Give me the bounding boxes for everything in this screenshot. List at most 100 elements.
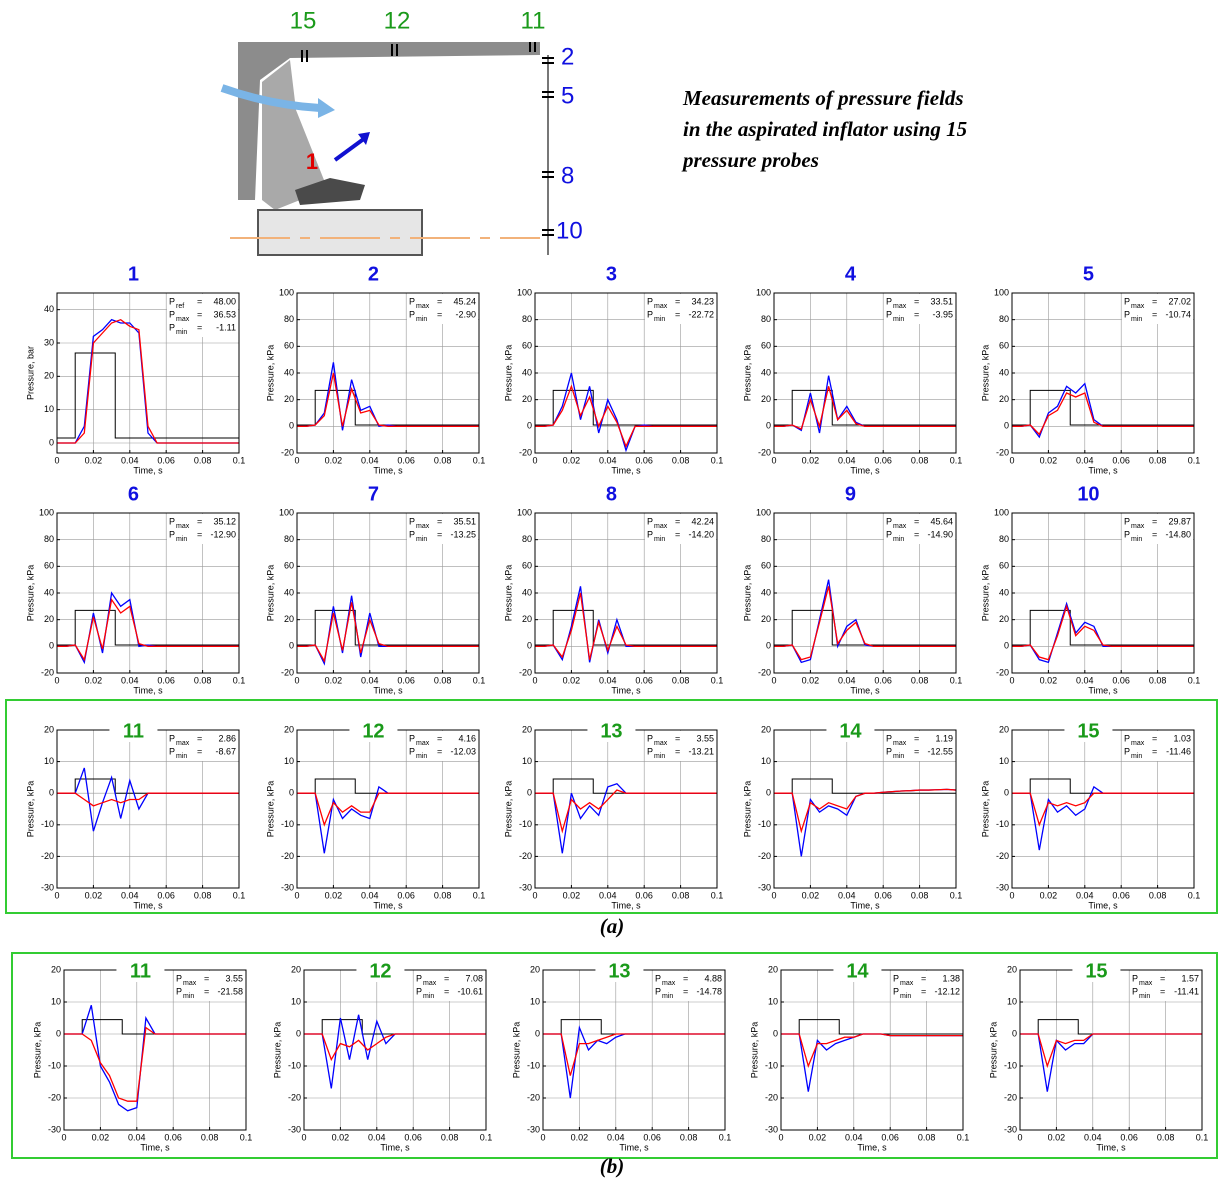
y-axis-label: Pressure, kPa xyxy=(272,1022,282,1079)
y-tick-label: -10 xyxy=(281,819,294,829)
y-tick-label: 20 xyxy=(284,614,294,624)
x-tick-label: 0.08 xyxy=(434,675,452,685)
x-axis-label: Time, s xyxy=(133,685,163,695)
stat-symbol: P xyxy=(409,296,415,306)
x-tick-label: 0.1 xyxy=(473,890,486,900)
stat-sign: = xyxy=(1160,986,1165,996)
y-tick-label: 0 xyxy=(289,788,294,798)
x-tick-label: 0 xyxy=(54,455,59,465)
stat-symbol: P xyxy=(169,322,175,332)
y-tick-label: -10 xyxy=(1004,1060,1017,1070)
y-tick-label: -20 xyxy=(758,447,771,457)
x-axis-label: Time, s xyxy=(1096,1142,1126,1152)
x-tick-label: 0.04 xyxy=(361,890,379,900)
x-axis-label: Time, s xyxy=(373,685,403,695)
stat-symbol: P xyxy=(1124,746,1130,756)
stat-symbol: P xyxy=(416,986,422,996)
y-tick-label: -20 xyxy=(996,851,1009,861)
x-tick-label: 0.06 xyxy=(404,1132,422,1142)
stat-sign: = xyxy=(914,296,919,306)
y-tick-label: -20 xyxy=(765,1092,778,1102)
x-tick-label: 0.04 xyxy=(1084,1132,1102,1142)
stat-subscript: max xyxy=(1131,303,1145,310)
probe-label: 8 xyxy=(561,162,574,189)
x-axis-label: Time, s xyxy=(1088,900,1118,910)
stat-sign: = xyxy=(921,986,926,996)
stat-value: 2.86 xyxy=(218,733,236,743)
x-axis-label: Time, s xyxy=(850,685,880,695)
stat-value: 4.88 xyxy=(704,973,722,983)
stat-value: -12.03 xyxy=(450,746,476,756)
stat-subscript: min xyxy=(893,536,904,543)
y-axis-label: Pressure, kPa xyxy=(503,781,513,838)
y-tick-label: -20 xyxy=(527,1092,540,1102)
x-axis-label: Time, s xyxy=(380,1142,410,1152)
x-tick-label: 0.08 xyxy=(1149,675,1167,685)
y-axis-label: Pressure, kPa xyxy=(503,565,513,622)
stat-symbol: P xyxy=(169,529,175,539)
x-tick-label: 0.02 xyxy=(325,675,343,685)
y-tick-label: 80 xyxy=(999,534,1009,544)
stat-subscript: min xyxy=(1139,993,1150,1000)
probe-label: 11 xyxy=(521,7,546,34)
stat-subscript: max xyxy=(654,523,668,530)
x-tick-label: 0.06 xyxy=(1120,1132,1138,1142)
y-axis-label: Pressure, kPa xyxy=(511,1022,521,1079)
stat-value: -14.78 xyxy=(696,986,722,996)
stat-value: -11.41 xyxy=(1174,986,1199,996)
x-axis-label: Time, s xyxy=(850,900,880,910)
x-axis-label: Time, s xyxy=(373,465,403,475)
y-tick-label: 40 xyxy=(999,367,1009,377)
stat-value: 1.38 xyxy=(942,973,960,983)
stat-sign: = xyxy=(197,529,202,539)
stat-value: -11.46 xyxy=(1166,746,1191,756)
stat-subscript: min xyxy=(416,753,427,760)
stat-sign: = xyxy=(1160,973,1165,983)
y-tick-label: 60 xyxy=(761,341,771,351)
y-axis-label: Pressure, kPa xyxy=(32,1022,42,1079)
y-tick-label: 40 xyxy=(761,367,771,377)
y-tick-label: 0 xyxy=(296,1028,301,1038)
stat-sign: = xyxy=(1152,516,1157,526)
stat-subscript: min xyxy=(176,536,187,543)
stat-value: -21.58 xyxy=(217,986,243,996)
x-tick-label: 0.02 xyxy=(1040,890,1058,900)
y-tick-label: -20 xyxy=(48,1092,61,1102)
y-tick-label: 80 xyxy=(522,534,532,544)
x-tick-label: 0.02 xyxy=(325,455,343,465)
chart-title: 13 xyxy=(608,960,630,982)
x-tick-label: 0 xyxy=(301,1132,306,1142)
stat-sign: = xyxy=(914,746,919,756)
x-axis-label: Time, s xyxy=(611,685,641,695)
y-tick-label: 40 xyxy=(284,587,294,597)
x-tick-label: 0.06 xyxy=(635,675,653,685)
stat-sign: = xyxy=(683,986,688,996)
stat-sign: = xyxy=(444,986,449,996)
stat-value: 1.03 xyxy=(1173,733,1191,743)
x-tick-label: 0.1 xyxy=(240,1132,253,1142)
chart-title: 2 xyxy=(368,263,379,285)
y-tick-label: 20 xyxy=(291,964,301,974)
stat-symbol: P xyxy=(893,973,899,983)
x-tick-label: 0.1 xyxy=(473,455,486,465)
x-tick-label: 0.06 xyxy=(157,675,175,685)
stat-sign: = xyxy=(437,309,442,319)
chart-title: 11 xyxy=(123,720,144,742)
x-tick-label: 0.02 xyxy=(325,890,343,900)
y-tick-label: 40 xyxy=(44,304,54,314)
x-tick-label: 0.06 xyxy=(1112,455,1130,465)
x-axis-label: Time, s xyxy=(133,465,163,475)
stat-symbol: P xyxy=(169,296,175,306)
stat-symbol: P xyxy=(1124,516,1130,526)
x-tick-label: 0.08 xyxy=(441,1132,459,1142)
y-tick-label: 100 xyxy=(994,287,1009,297)
x-tick-label: 0.04 xyxy=(361,455,379,465)
x-tick-label: 0.04 xyxy=(838,455,856,465)
y-tick-label: 40 xyxy=(522,587,532,597)
x-tick-label: 0.08 xyxy=(194,675,212,685)
stat-symbol: P xyxy=(409,746,415,756)
stat-sign: = xyxy=(914,733,919,743)
description: Measurements of pressure fields xyxy=(682,86,964,110)
y-tick-label: 0 xyxy=(527,788,532,798)
x-tick-label: 0.02 xyxy=(85,890,103,900)
